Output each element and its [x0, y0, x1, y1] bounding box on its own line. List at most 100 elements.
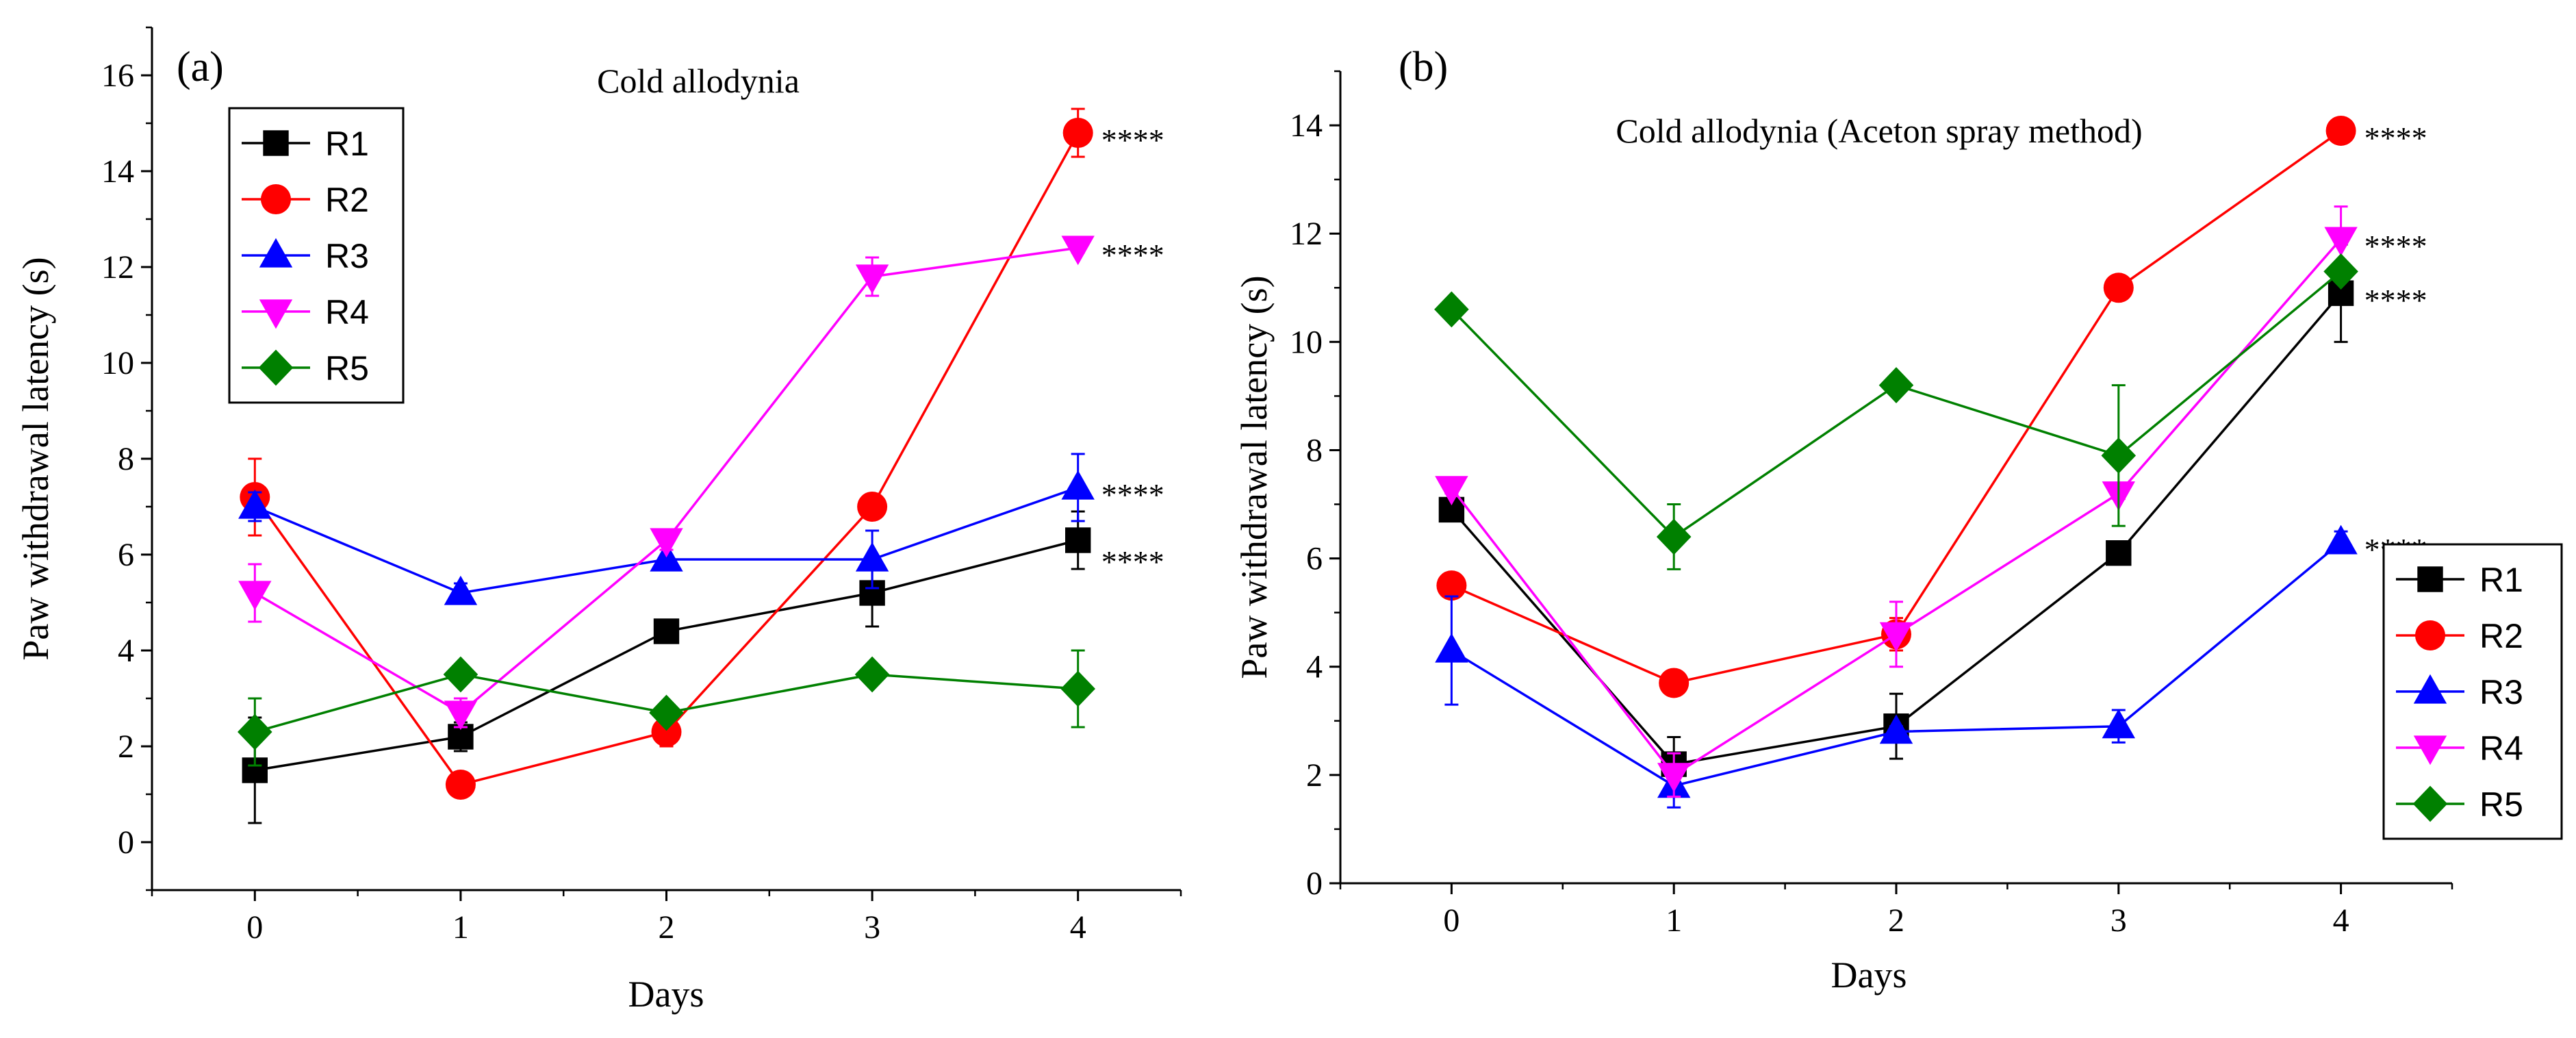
panel-b-series-r2-point — [2103, 273, 2134, 303]
panel-b-series-r5-point — [1434, 291, 1469, 328]
panel-a-series-r3-point — [238, 489, 272, 519]
panel-a-y-tick-label: 4 — [118, 633, 134, 669]
panel-a-label: (a) — [177, 44, 224, 90]
panel-a-x-axis-label: Days — [628, 974, 704, 1015]
panel-a-y-tick-label: 14 — [101, 153, 134, 190]
panel-a-y-tick-label: 2 — [118, 729, 134, 765]
panel-a-series-r5-point — [443, 656, 479, 693]
panel-b-series-r3-point — [1435, 633, 1468, 663]
panel-a-y-tick-label: 10 — [101, 345, 134, 381]
panel-b-series-r1-point — [2106, 540, 2132, 566]
panel-b-y-tick-label: 0 — [1306, 865, 1323, 902]
panel-a-series-r4-point — [855, 264, 889, 294]
panel-a-y-tick-label: 8 — [118, 441, 134, 477]
panel-b-series-r5 — [1434, 253, 2358, 570]
panel-a-significance-label: **** — [1101, 123, 1164, 157]
panel-a-y-tick-label: 6 — [118, 537, 134, 573]
panel-a-x-tick-label: 3 — [864, 909, 880, 946]
panel-a-y-tick-label: 12 — [101, 249, 134, 286]
panel-b-series-r4-point — [1657, 763, 1691, 793]
panel-a-series-r5-point — [1060, 670, 1095, 707]
panel-a-series-r4 — [238, 236, 1095, 731]
panel-a-series-r2-point — [445, 770, 476, 800]
panel-b-series-r3-point — [2102, 709, 2135, 739]
panel-a-series-r1-point — [1065, 527, 1091, 553]
panel-b-y-tick-label: 8 — [1306, 432, 1323, 468]
panel-b-x-tick-label: 3 — [2110, 902, 2127, 939]
panel-b-y-tick-label: 6 — [1306, 541, 1323, 577]
panel-b-series-r3-point — [1879, 714, 1913, 744]
panel-b-series-r5-line — [1451, 270, 2342, 539]
panel-a-y-axis-label: Paw withdrawal latency (s) — [15, 257, 56, 660]
panel-b-legend-label: R1 — [2479, 561, 2523, 599]
panel-b-series-r5-point — [2101, 437, 2137, 474]
panel-b-series-r2-line — [1451, 129, 2342, 685]
panel-a-series-r3-point — [1061, 470, 1095, 500]
panel-b-y-tick-label: 2 — [1306, 757, 1323, 794]
panel-b-x-tick-label: 1 — [1666, 902, 1682, 939]
panel-a-legend-marker — [258, 349, 294, 386]
panel-b-y-tick-label: 10 — [1290, 324, 1323, 360]
panel-a-series-r3-point — [855, 542, 889, 572]
panel-b-y-axis-label: Paw withdrawal latency (s) — [1234, 275, 1275, 679]
panel-b-label: (b) — [1399, 44, 1448, 90]
panel-b-x-tick-label: 2 — [1888, 902, 1904, 939]
panel-b-series-r3 — [1435, 524, 2358, 809]
panel-b-y-tick-label: 4 — [1306, 649, 1323, 685]
panel-a-legend-marker — [259, 299, 293, 329]
panel-b-legend-label: R4 — [2479, 729, 2523, 768]
panel-a-x-tick-label: 4 — [1070, 909, 1086, 946]
panel-b-series-r5-point — [1656, 518, 1692, 555]
panel-b-x-axis-label: Days — [1831, 954, 1907, 996]
panel-a-y-tick-label: 16 — [101, 58, 134, 94]
panel-b-series-r4-point — [2324, 227, 2358, 257]
panel-b-series-r2-point — [1436, 570, 1467, 601]
panel-a-legend-marker — [261, 184, 291, 214]
panel-b-legend-marker — [2413, 674, 2447, 704]
panel-b-legend-marker — [2413, 735, 2447, 765]
panel-b-legend-label: R2 — [2479, 617, 2523, 655]
panel-b-title: Cold allodynia (Aceton spray method) — [1616, 112, 2142, 150]
panel-a-legend-marker — [259, 238, 293, 268]
panel-b-significance-label: **** — [2364, 283, 2427, 318]
panel-a-series-r4-point — [650, 528, 683, 558]
panel-b-series-r5-point — [1878, 367, 1914, 403]
panel-a-significance-label: **** — [1101, 238, 1164, 273]
panel-a-series-r3-point — [444, 575, 478, 605]
panel-a-legend-label: R4 — [325, 293, 369, 331]
panel-b-legend-marker — [2415, 620, 2445, 650]
panel-a-legend-label: R3 — [325, 237, 369, 275]
panel-b-significance-label: **** — [2364, 229, 2427, 264]
panel-b-y-tick-label: 12 — [1290, 216, 1323, 252]
panel-b-series-r4-point — [1435, 476, 1468, 506]
panel-b-y-tick-label: 14 — [1290, 107, 1323, 144]
panel-a-x-tick-label: 2 — [659, 909, 675, 946]
panel-a-series-r1-point — [653, 618, 680, 644]
panel-b-series-r5-point — [2323, 253, 2358, 290]
panel-a-series-r5-point — [238, 713, 272, 750]
panel-a-series-r5-point — [854, 656, 890, 693]
panel-b-x-tick-label: 4 — [2333, 902, 2349, 939]
panel-a-legend-label: R1 — [325, 125, 369, 163]
panel-a-significance-label: **** — [1101, 544, 1164, 579]
panel-a-x-tick-label: 0 — [246, 909, 263, 946]
panel-b-legend-label: R3 — [2479, 673, 2523, 711]
panel-a-legend-marker — [263, 130, 289, 156]
panel-a-series-r1 — [242, 510, 1091, 824]
panel-b-x-tick-label: 0 — [1443, 902, 1459, 939]
panel-a-legend-label: R5 — [325, 349, 369, 388]
panel-a-significance-label: **** — [1101, 477, 1164, 512]
panel-a-series-r2-point — [651, 717, 682, 747]
panel-a-series-r4-point — [444, 700, 478, 731]
panel-b-legend-marker — [2412, 785, 2448, 822]
panel-a-x-tick-label: 1 — [452, 909, 469, 946]
panel-a-series-r5-point — [649, 694, 684, 731]
panel-a-series-r4-point — [1061, 236, 1095, 266]
panel-b-significance-label: **** — [2364, 121, 2427, 155]
panel-a-y-tick-label: 0 — [118, 824, 134, 861]
panel-b-series-r4-point — [1879, 622, 1913, 652]
panel-b-series-r2-point — [1659, 668, 1689, 698]
panel-b-series-r1 — [1438, 243, 2354, 793]
panel-b-series-r2-point — [2325, 115, 2356, 146]
